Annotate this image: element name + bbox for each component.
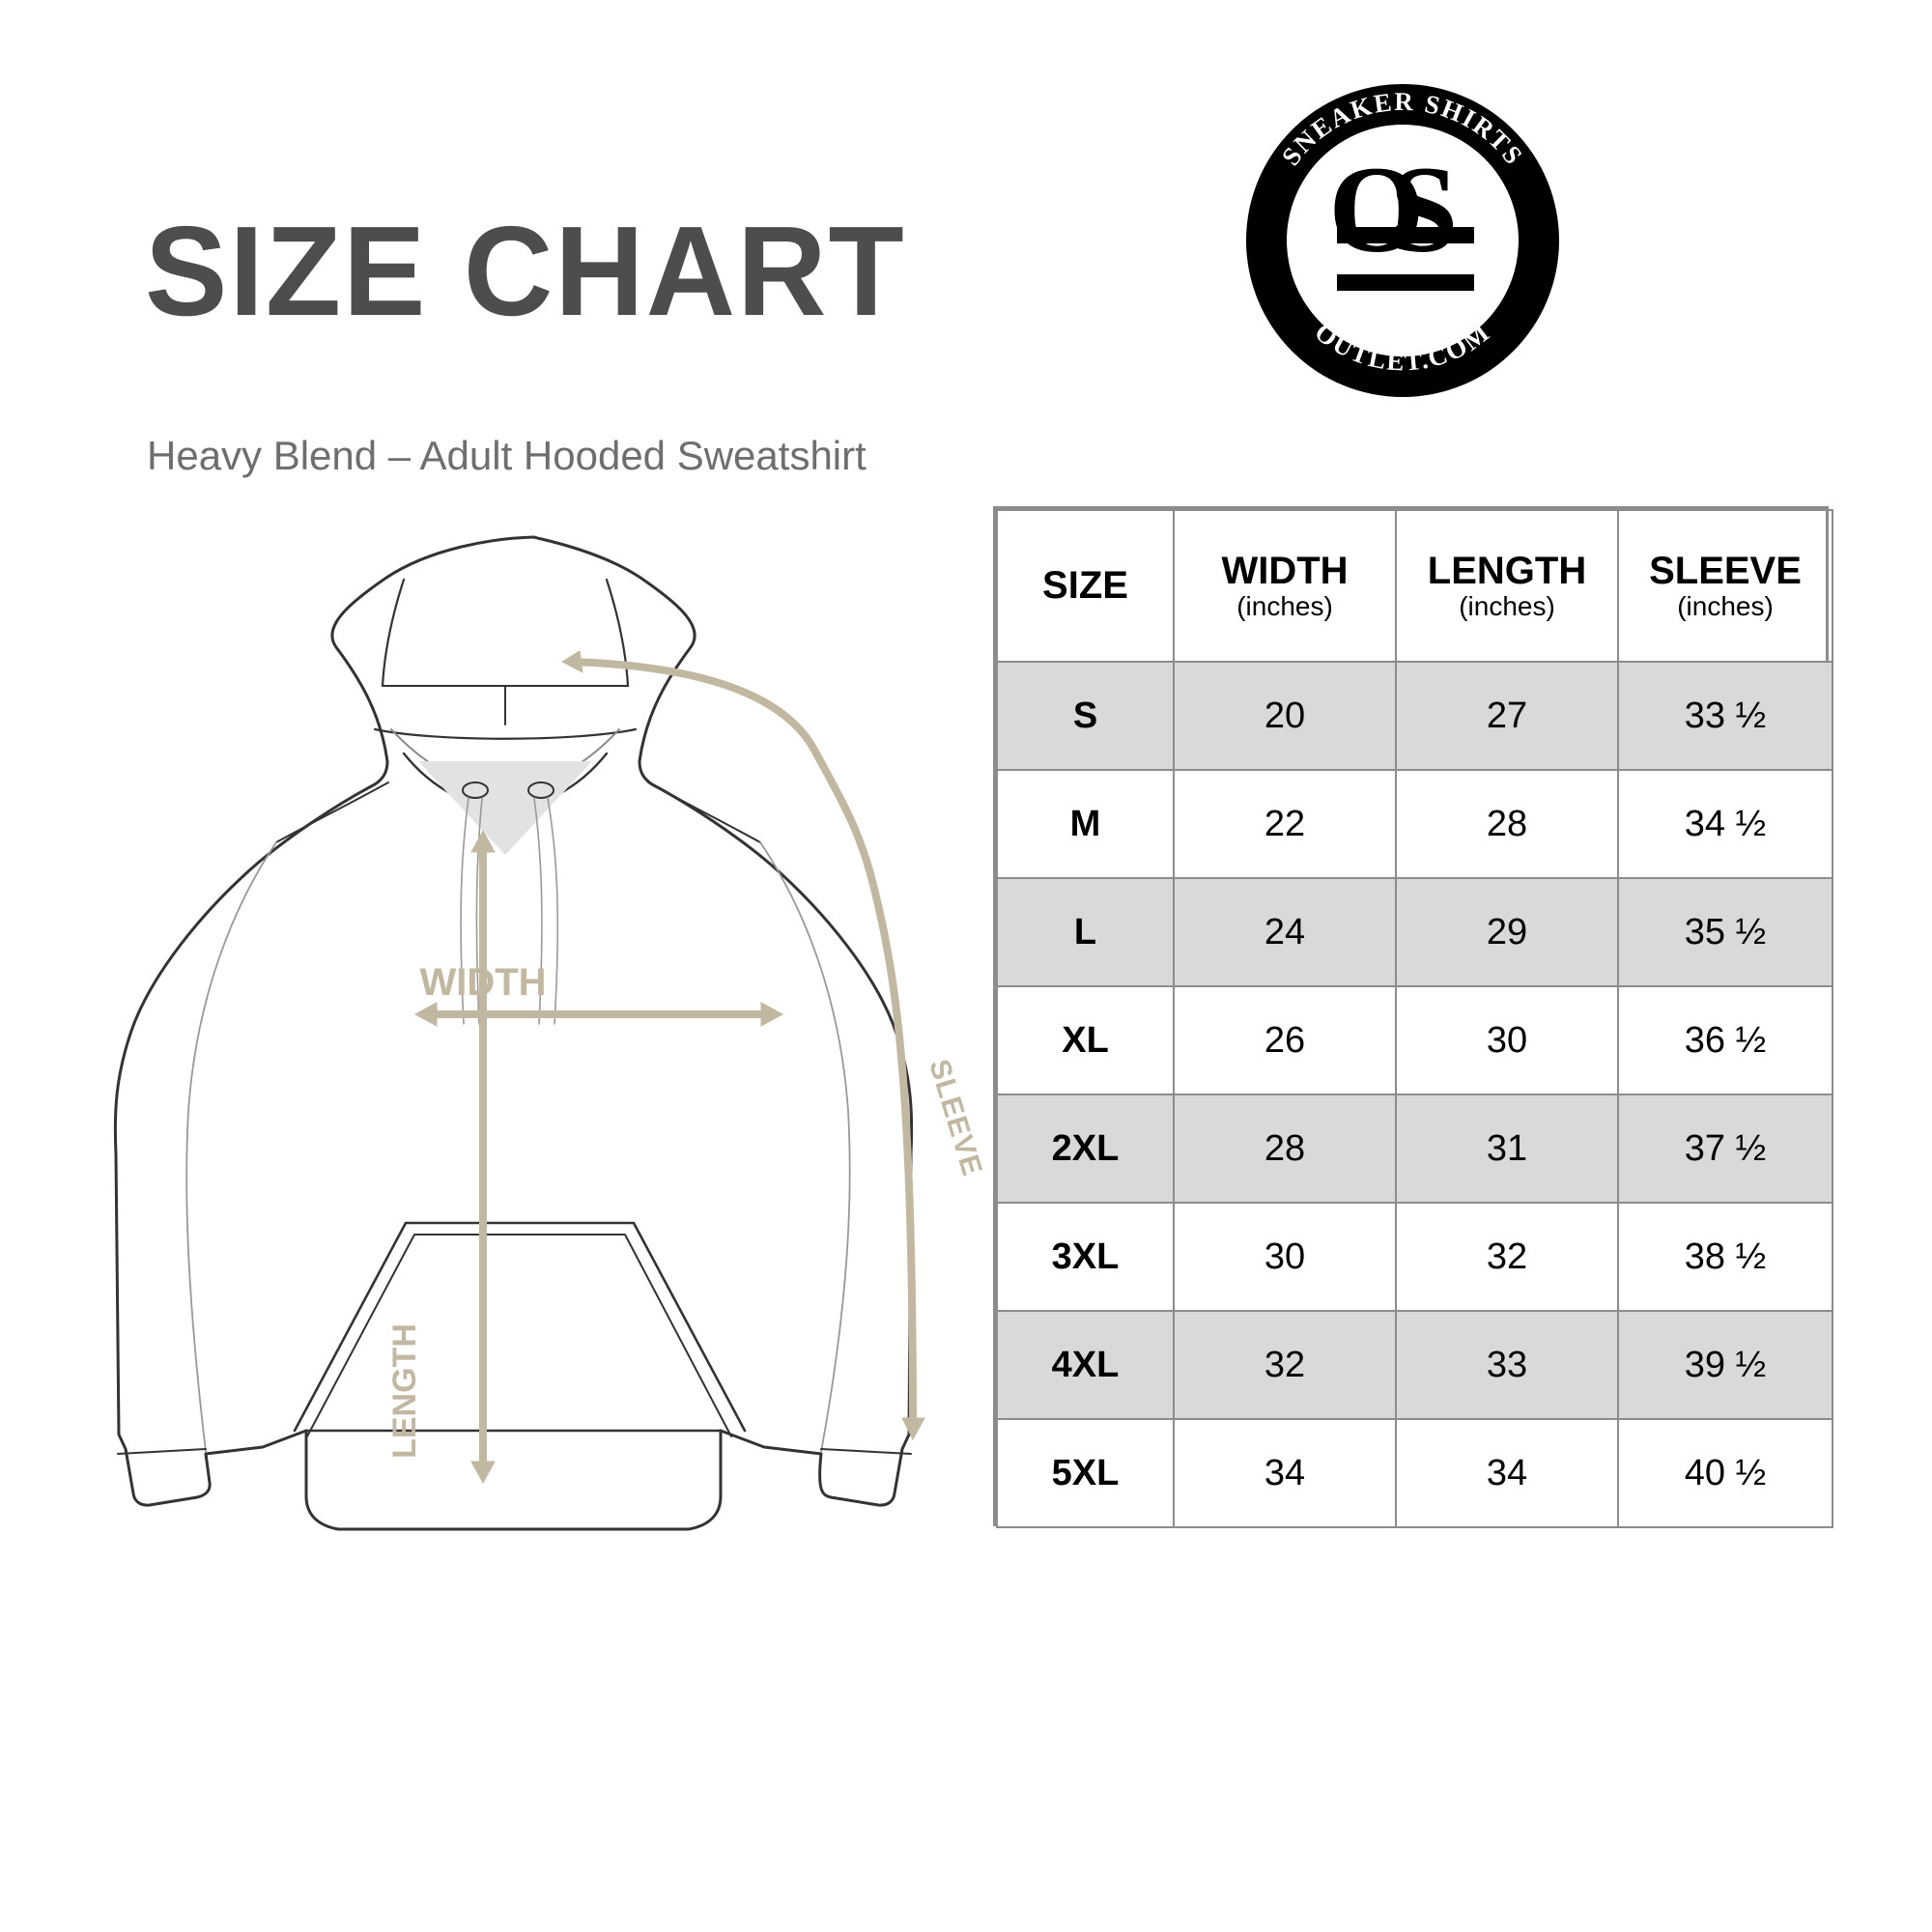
svg-text:S: S [1389,141,1458,278]
svg-text:WIDTH: WIDTH [419,961,546,1004]
svg-text:LENGTH: LENGTH [386,1323,423,1459]
svg-text:SLEEVE: SLEEVE [923,1056,988,1180]
